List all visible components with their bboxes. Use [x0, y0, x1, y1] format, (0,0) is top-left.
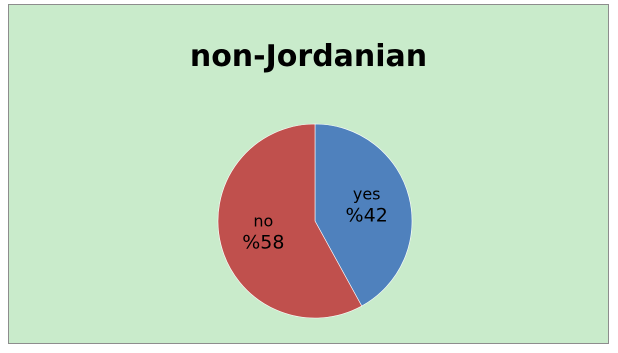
pie-slice-yes — [314, 123, 413, 307]
slice-label-no: no — [253, 211, 273, 230]
pie-slice-no — [217, 123, 363, 319]
chart-title: non-Jordanian — [189, 39, 428, 74]
slice-value-yes: %42 — [346, 205, 388, 227]
slice-label-yes: yes — [353, 185, 381, 204]
slice-value-no: %58 — [242, 231, 284, 253]
pie-chart: yes%42 no%58 — [217, 123, 413, 319]
chart-area: non-Jordanian yes %42 no %58 — [8, 4, 609, 344]
